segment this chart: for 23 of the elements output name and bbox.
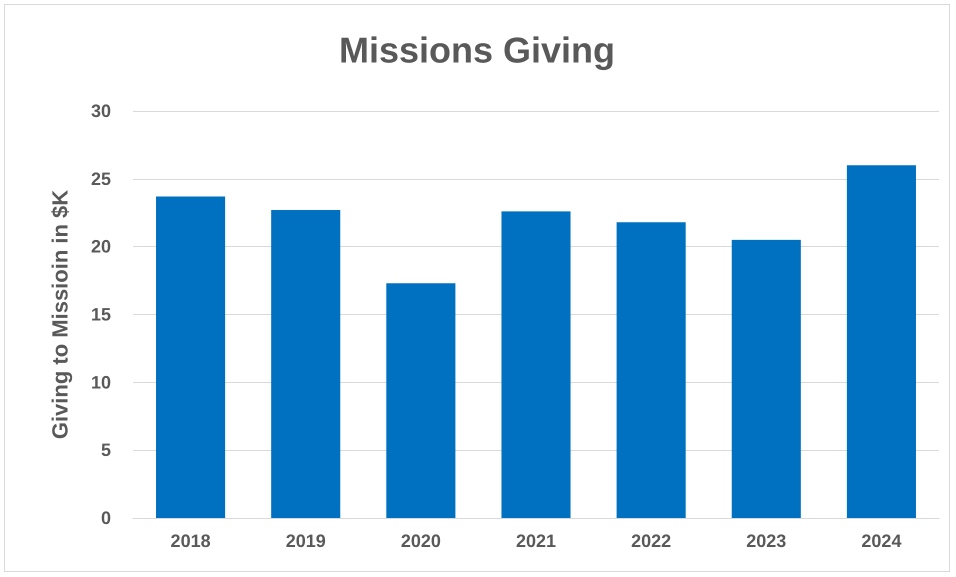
y-tick-label: 30 (90, 101, 111, 121)
y-tick-label: 25 (90, 168, 111, 189)
chart-title: Missions Giving (338, 30, 616, 70)
x-tick-label: 2019 (286, 531, 326, 551)
y-axis-title: Giving to Missioin in $K (48, 190, 72, 440)
y-tick-label: 0 (100, 508, 111, 528)
y-tick-label: 15 (90, 304, 111, 324)
y-tick-label: 20 (90, 236, 111, 257)
bar (271, 210, 340, 518)
y-tick-label: 5 (100, 440, 111, 460)
x-tick-label: 2021 (516, 531, 556, 551)
x-tick-label: 2020 (400, 531, 441, 551)
x-tick-label: 2018 (170, 531, 211, 551)
bar (732, 240, 801, 518)
bar (156, 196, 226, 518)
x-tick-label: 2024 (861, 531, 902, 551)
bar (846, 165, 916, 518)
x-tick-label: 2022 (631, 531, 672, 551)
y-tick-label: 10 (90, 372, 111, 392)
x-tick-label: 2023 (746, 531, 786, 551)
bar (501, 211, 571, 518)
bar (616, 222, 686, 518)
bar (386, 283, 456, 518)
